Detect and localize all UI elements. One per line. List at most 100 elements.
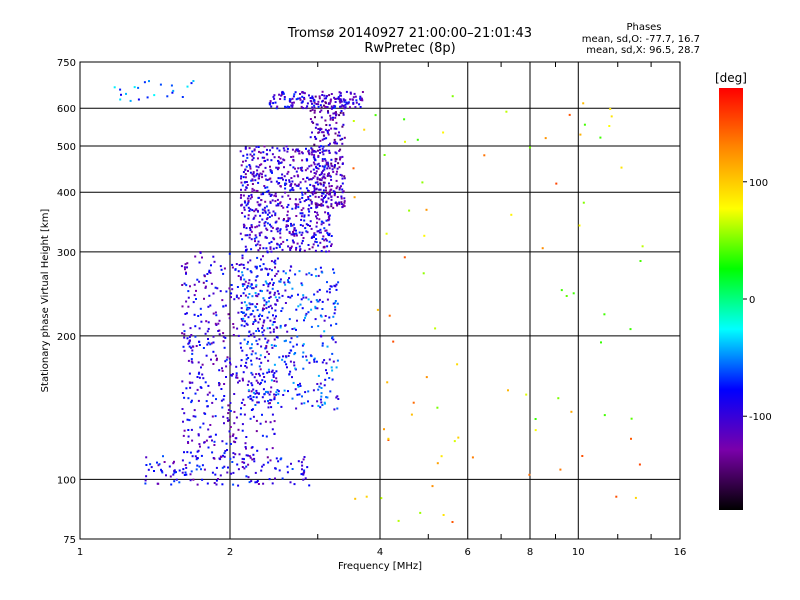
scatter-point — [255, 189, 258, 192]
scatter-point — [281, 477, 284, 480]
scatter-point — [325, 95, 328, 98]
scatter-point — [271, 146, 274, 149]
scatter-point — [254, 352, 257, 355]
scatter-point — [290, 462, 292, 465]
scatter-point — [197, 315, 200, 317]
scatter-point — [316, 217, 318, 220]
scatter-point — [403, 256, 406, 259]
scatter-point — [188, 345, 191, 348]
scatter-point — [349, 106, 351, 109]
scatter-point — [267, 272, 270, 275]
scatter-point — [253, 216, 256, 219]
scatter-point — [294, 352, 297, 354]
scatter-point — [243, 338, 246, 341]
scatter-point — [299, 212, 302, 215]
scatter-point — [258, 358, 261, 360]
scatter-point — [321, 94, 324, 96]
scatter-point — [336, 97, 339, 100]
scatter-point — [248, 455, 251, 458]
scatter-point — [227, 404, 230, 407]
scatter-point — [193, 283, 196, 286]
scatter-point — [287, 295, 290, 298]
scatter-point — [232, 440, 235, 443]
scatter-point — [330, 235, 333, 237]
phases-x-stats: mean, sd,X: 96.5, 28.7 — [586, 45, 700, 56]
scatter-point — [266, 316, 269, 319]
scatter-point — [266, 390, 269, 393]
scatter-point — [313, 101, 316, 104]
scatter-point — [265, 301, 268, 304]
scatter-point — [241, 184, 244, 187]
scatter-point — [334, 112, 336, 115]
scatter-point — [254, 279, 257, 282]
scatter-point — [338, 131, 340, 134]
scatter-point — [254, 318, 257, 321]
scatter-point — [235, 296, 238, 298]
scatter-point — [194, 455, 197, 458]
scatter-point — [293, 483, 296, 486]
scatter-point — [280, 457, 283, 460]
scatter-point — [335, 179, 338, 182]
scatter-point — [274, 101, 277, 104]
scatter-point — [216, 357, 218, 360]
scatter-point — [306, 231, 309, 234]
scatter-point — [271, 428, 274, 431]
scatter-point — [330, 195, 333, 198]
scatter-point — [190, 334, 193, 336]
scatter-point — [256, 201, 259, 204]
scatter-point — [279, 280, 282, 283]
scatter-point — [287, 170, 290, 173]
scatter-point — [295, 148, 298, 151]
scatter-point — [333, 141, 336, 144]
scatter-point — [230, 284, 233, 286]
y-tick-label: 75 — [63, 535, 76, 546]
scatter-point — [263, 206, 266, 209]
scatter-point — [286, 471, 289, 474]
scatter-point — [457, 436, 460, 439]
scatter-point — [311, 108, 314, 111]
scatter-point — [359, 95, 362, 98]
scatter-point — [283, 389, 286, 392]
scatter-point — [319, 406, 322, 409]
scatter-point — [265, 303, 268, 306]
scatter-point — [229, 410, 232, 412]
scatter-point — [314, 95, 317, 98]
scatter-point — [232, 433, 235, 436]
scatter-point — [243, 278, 246, 281]
scatter-point — [308, 204, 311, 207]
scatter-point — [222, 272, 225, 275]
scatter-point — [241, 429, 244, 432]
scatter-point — [207, 384, 210, 387]
scatter-point — [335, 283, 338, 286]
scatter-point — [291, 105, 294, 108]
scatter-point — [338, 100, 341, 103]
scatter-point — [280, 161, 283, 164]
scatter-point — [264, 174, 267, 177]
scatter-point — [252, 321, 255, 323]
scatter-point — [275, 204, 278, 207]
scatter-point — [273, 156, 276, 159]
scatter-point — [290, 104, 293, 107]
scatter-point — [241, 212, 244, 214]
scatter-point — [265, 448, 268, 451]
scatter-point — [299, 303, 302, 306]
scatter-point — [235, 374, 238, 377]
scatter-point — [279, 177, 282, 180]
scatter-point — [288, 179, 291, 182]
scatter-point — [239, 150, 242, 153]
scatter-point — [313, 357, 316, 360]
scatter-point — [330, 162, 333, 165]
scatter-point — [224, 336, 227, 339]
scatter-point — [183, 282, 186, 285]
scatter-point — [258, 392, 260, 395]
scatter-point — [277, 166, 280, 169]
scatter-point — [317, 244, 320, 247]
scatter-point — [436, 406, 439, 409]
scatter-point — [242, 317, 245, 320]
scatter-point — [250, 179, 253, 182]
scatter-point — [289, 184, 292, 187]
scatter-point — [281, 93, 284, 96]
scatter-point — [335, 152, 338, 155]
scatter-point — [344, 106, 347, 109]
scatter-point — [237, 381, 239, 384]
